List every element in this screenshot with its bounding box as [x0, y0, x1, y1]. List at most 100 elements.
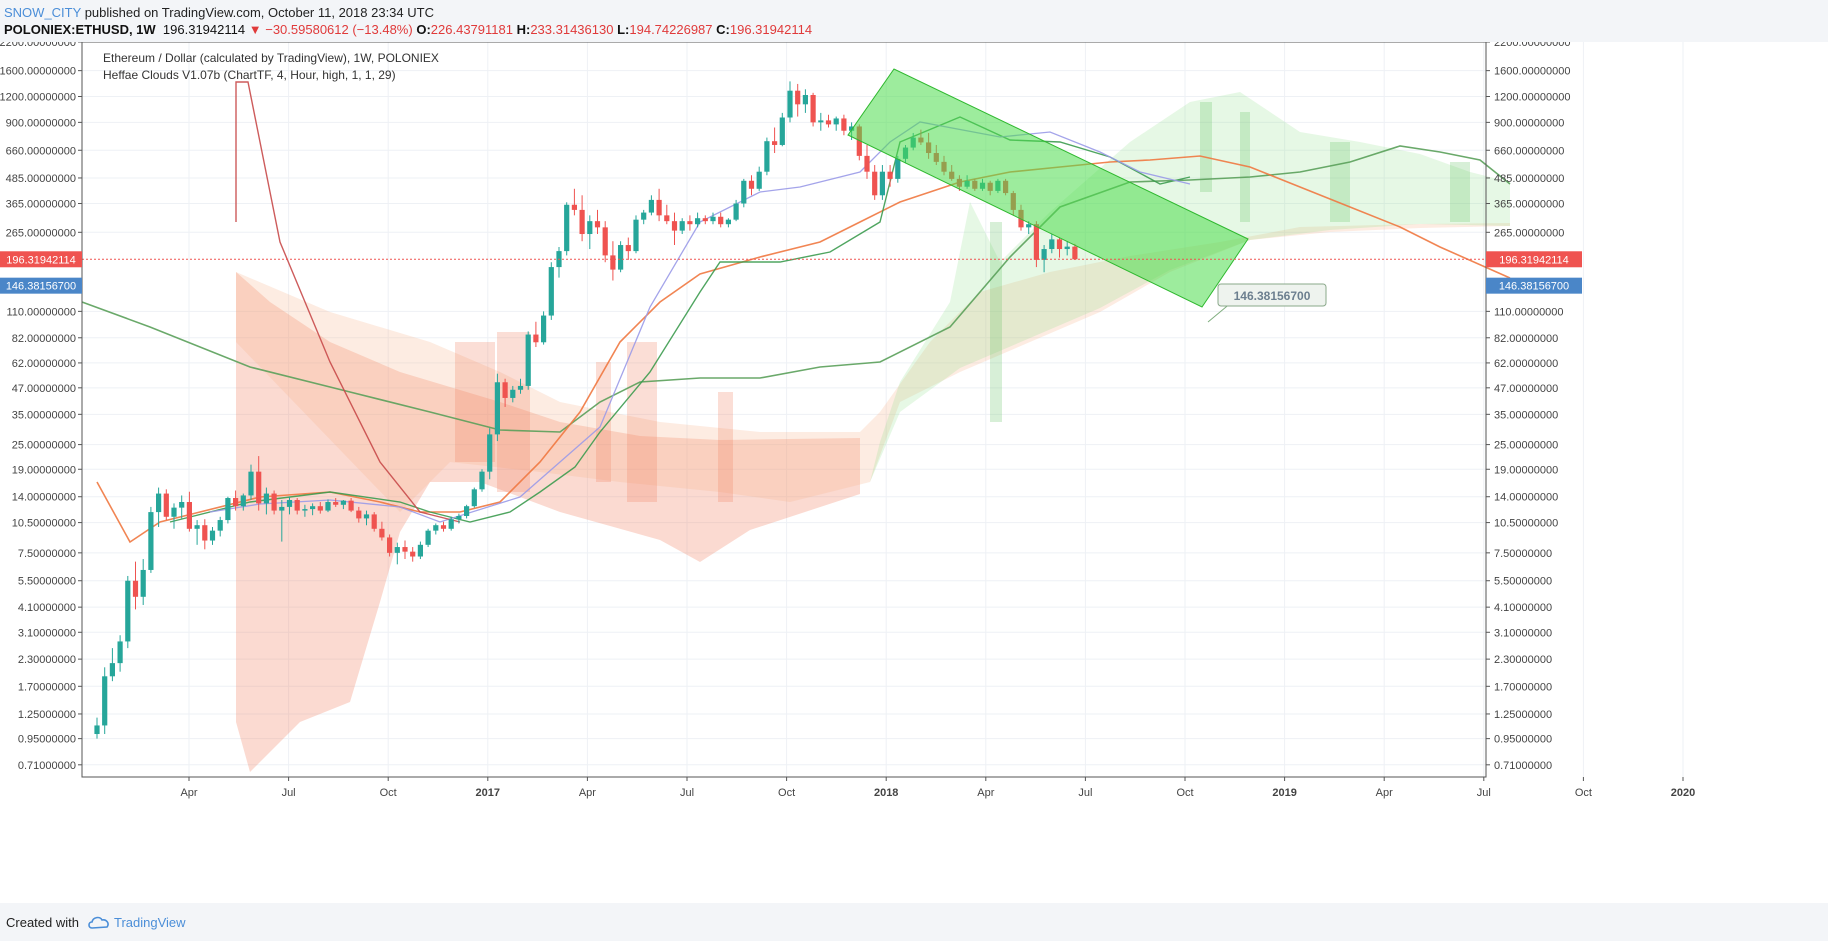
candle-body [525, 334, 531, 386]
target-label-left: 146.38156700 [6, 281, 76, 293]
y-tick-label-left: 62.00000000 [12, 358, 76, 370]
candle-body [340, 500, 346, 505]
last-price-badge-right [1486, 251, 1582, 268]
y-tick-label-right: 3.10000000 [1494, 627, 1552, 639]
candle-body [602, 227, 608, 256]
y-tick-label-left: 900.00000000 [6, 117, 76, 129]
candle-body [671, 221, 678, 231]
candle-body [248, 471, 254, 496]
y-tick-label-left: 25.00000000 [12, 440, 76, 452]
candle-body [841, 118, 847, 131]
candle-body [517, 385, 524, 390]
price-chart[interactable]: 146.38156700 2200.00000000 2200.00000000 1… [0, 42, 1828, 903]
candle-body [641, 212, 647, 220]
y-tick-label-left: 47.00000000 [12, 383, 76, 395]
y-tick-label-right: 660.00000000 [1494, 145, 1564, 157]
candle-body [810, 95, 816, 123]
candle-body [240, 495, 246, 507]
candle-body [849, 126, 855, 131]
x-tick-label: Oct [1176, 787, 1193, 799]
candle-body [587, 221, 593, 235]
candle-body [371, 514, 377, 529]
candle-body [171, 507, 177, 517]
target-label-right: 146.38156700 [1499, 281, 1569, 293]
x-tick-label: Jul [680, 787, 694, 799]
candle-body [825, 120, 832, 125]
y-tick-label-right: 47.00000000 [1494, 383, 1558, 395]
footer-bar: Created with TradingView [0, 903, 1828, 941]
candle-body [302, 509, 308, 511]
x-tick-label: Apr [180, 787, 197, 799]
candle-body [687, 221, 693, 225]
candle-body [502, 382, 508, 398]
cloud-icon [88, 916, 109, 929]
candle-body [872, 171, 878, 196]
y-tick-label-right: 10.50000000 [1494, 518, 1558, 530]
candle-body [348, 500, 354, 511]
plot-border [81, 42, 1487, 778]
candle-body [163, 493, 169, 517]
y-tick-label-left: 660.00000000 [6, 145, 76, 157]
candle-body [864, 155, 870, 172]
candle-body [618, 245, 624, 270]
candle-body [448, 519, 454, 529]
chart-title: Ethereum / Dollar (calculated by Trading… [103, 51, 439, 65]
candle-body [564, 204, 570, 252]
candle-body [109, 663, 115, 677]
y-tick-label-left: 2200.00000000 [0, 42, 76, 49]
y-tick-label-left: 10.50000000 [12, 518, 76, 530]
candle-body [233, 498, 239, 507]
cloud-shade-band [718, 392, 733, 502]
candle-body [856, 126, 862, 156]
candle-body [217, 520, 223, 531]
cloud-shade-band [1450, 162, 1470, 222]
cloud-shade-band [1200, 102, 1212, 192]
tradingview-brand: TradingView [114, 915, 186, 930]
close-value: 196.31942114 [729, 22, 813, 37]
candle-body [1056, 239, 1063, 250]
candle-body [256, 471, 262, 504]
red-line [235, 81, 461, 523]
y-tick-label-right: 7.50000000 [1494, 548, 1552, 560]
candle-body [695, 218, 701, 225]
y-tick-label-right: 62.00000000 [1494, 358, 1558, 370]
candle-body [579, 209, 585, 235]
candle-body [117, 641, 123, 664]
candle-body [625, 245, 631, 252]
candle-body [887, 171, 893, 179]
blue-line [209, 121, 1191, 523]
candle-body [787, 90, 793, 118]
x-tick-label: Apr [977, 787, 994, 799]
publisher-link[interactable]: SNOW_CITY [4, 5, 82, 20]
y-tick-label-right: 365.00000000 [1494, 199, 1564, 211]
y-tick-label-left: 1.25000000 [18, 709, 76, 721]
y-tick-label-left: 4.10000000 [18, 602, 76, 614]
y-tick-label-left: 2.30000000 [18, 654, 76, 666]
candle-body [725, 219, 731, 225]
candle-body [471, 489, 477, 507]
x-tick-label: Jul [1477, 787, 1491, 799]
y-tick-label-left: 7.50000000 [18, 548, 76, 560]
candle-body [702, 218, 708, 222]
red-cloud [236, 100, 860, 772]
cloud-shade-band [627, 342, 657, 502]
candle-body [379, 528, 385, 538]
y-tick-label-left: 1.70000000 [18, 681, 76, 693]
high-label: H: [516, 22, 531, 37]
high-value: 233.31436130 [530, 22, 614, 37]
y-tick-label-right: 1600.00000000 [1494, 66, 1570, 78]
candles [94, 81, 1078, 739]
y-tick-label-right: 19.00000000 [1494, 464, 1558, 476]
y-tick-label-left: 1200.00000000 [0, 92, 76, 104]
created-with-text: Created with [6, 915, 79, 930]
y-tick-label-right: 0.71000000 [1494, 760, 1552, 772]
y-tick-label-left: 35.00000000 [12, 409, 76, 421]
candle-body [186, 502, 192, 529]
indicator-legend: Heffae Clouds V1.07b (ChartTF, 4, Hour, … [103, 68, 396, 82]
axes: 2200.00000000 2200.00000000 1600.00000000 1… [0, 42, 1695, 799]
y-tick-label-left: 3.10000000 [18, 627, 76, 639]
target-callout-box [1217, 283, 1327, 307]
candle-body [895, 158, 901, 179]
tradingview-link[interactable]: TradingView [88, 915, 186, 930]
chart-area[interactable]: 146.38156700 2200.00000000 2200.00000000 1… [0, 42, 1828, 903]
